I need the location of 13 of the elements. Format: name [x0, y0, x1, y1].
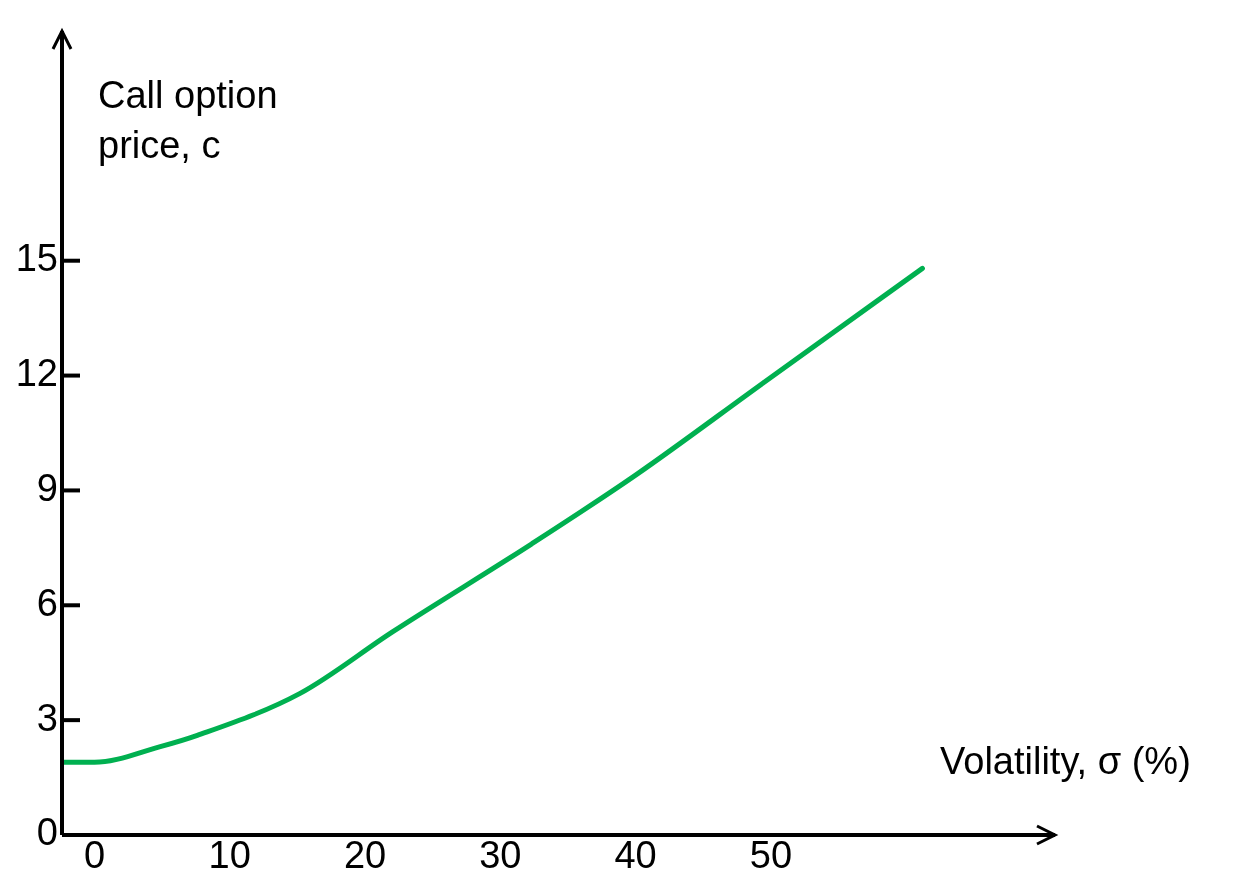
x-tick-label: 40: [614, 834, 657, 877]
y-axis-title: Call option price, c: [98, 73, 279, 168]
x-tick-label: 20: [343, 834, 387, 877]
x-axis-title: Volatility, σ (%): [940, 740, 1191, 783]
y-tick-label: 15: [15, 237, 58, 280]
x-tick-label: 50: [749, 834, 793, 877]
x-tick-label: 10: [208, 834, 251, 877]
x-tick-label: 0: [83, 834, 106, 877]
y-tick-label: 9: [36, 466, 58, 509]
y-tick-label: 6: [36, 581, 58, 624]
x-tick-label: 30: [479, 834, 522, 877]
y-tick-label: 3: [36, 696, 58, 739]
y-tick-label: 12: [15, 352, 58, 395]
